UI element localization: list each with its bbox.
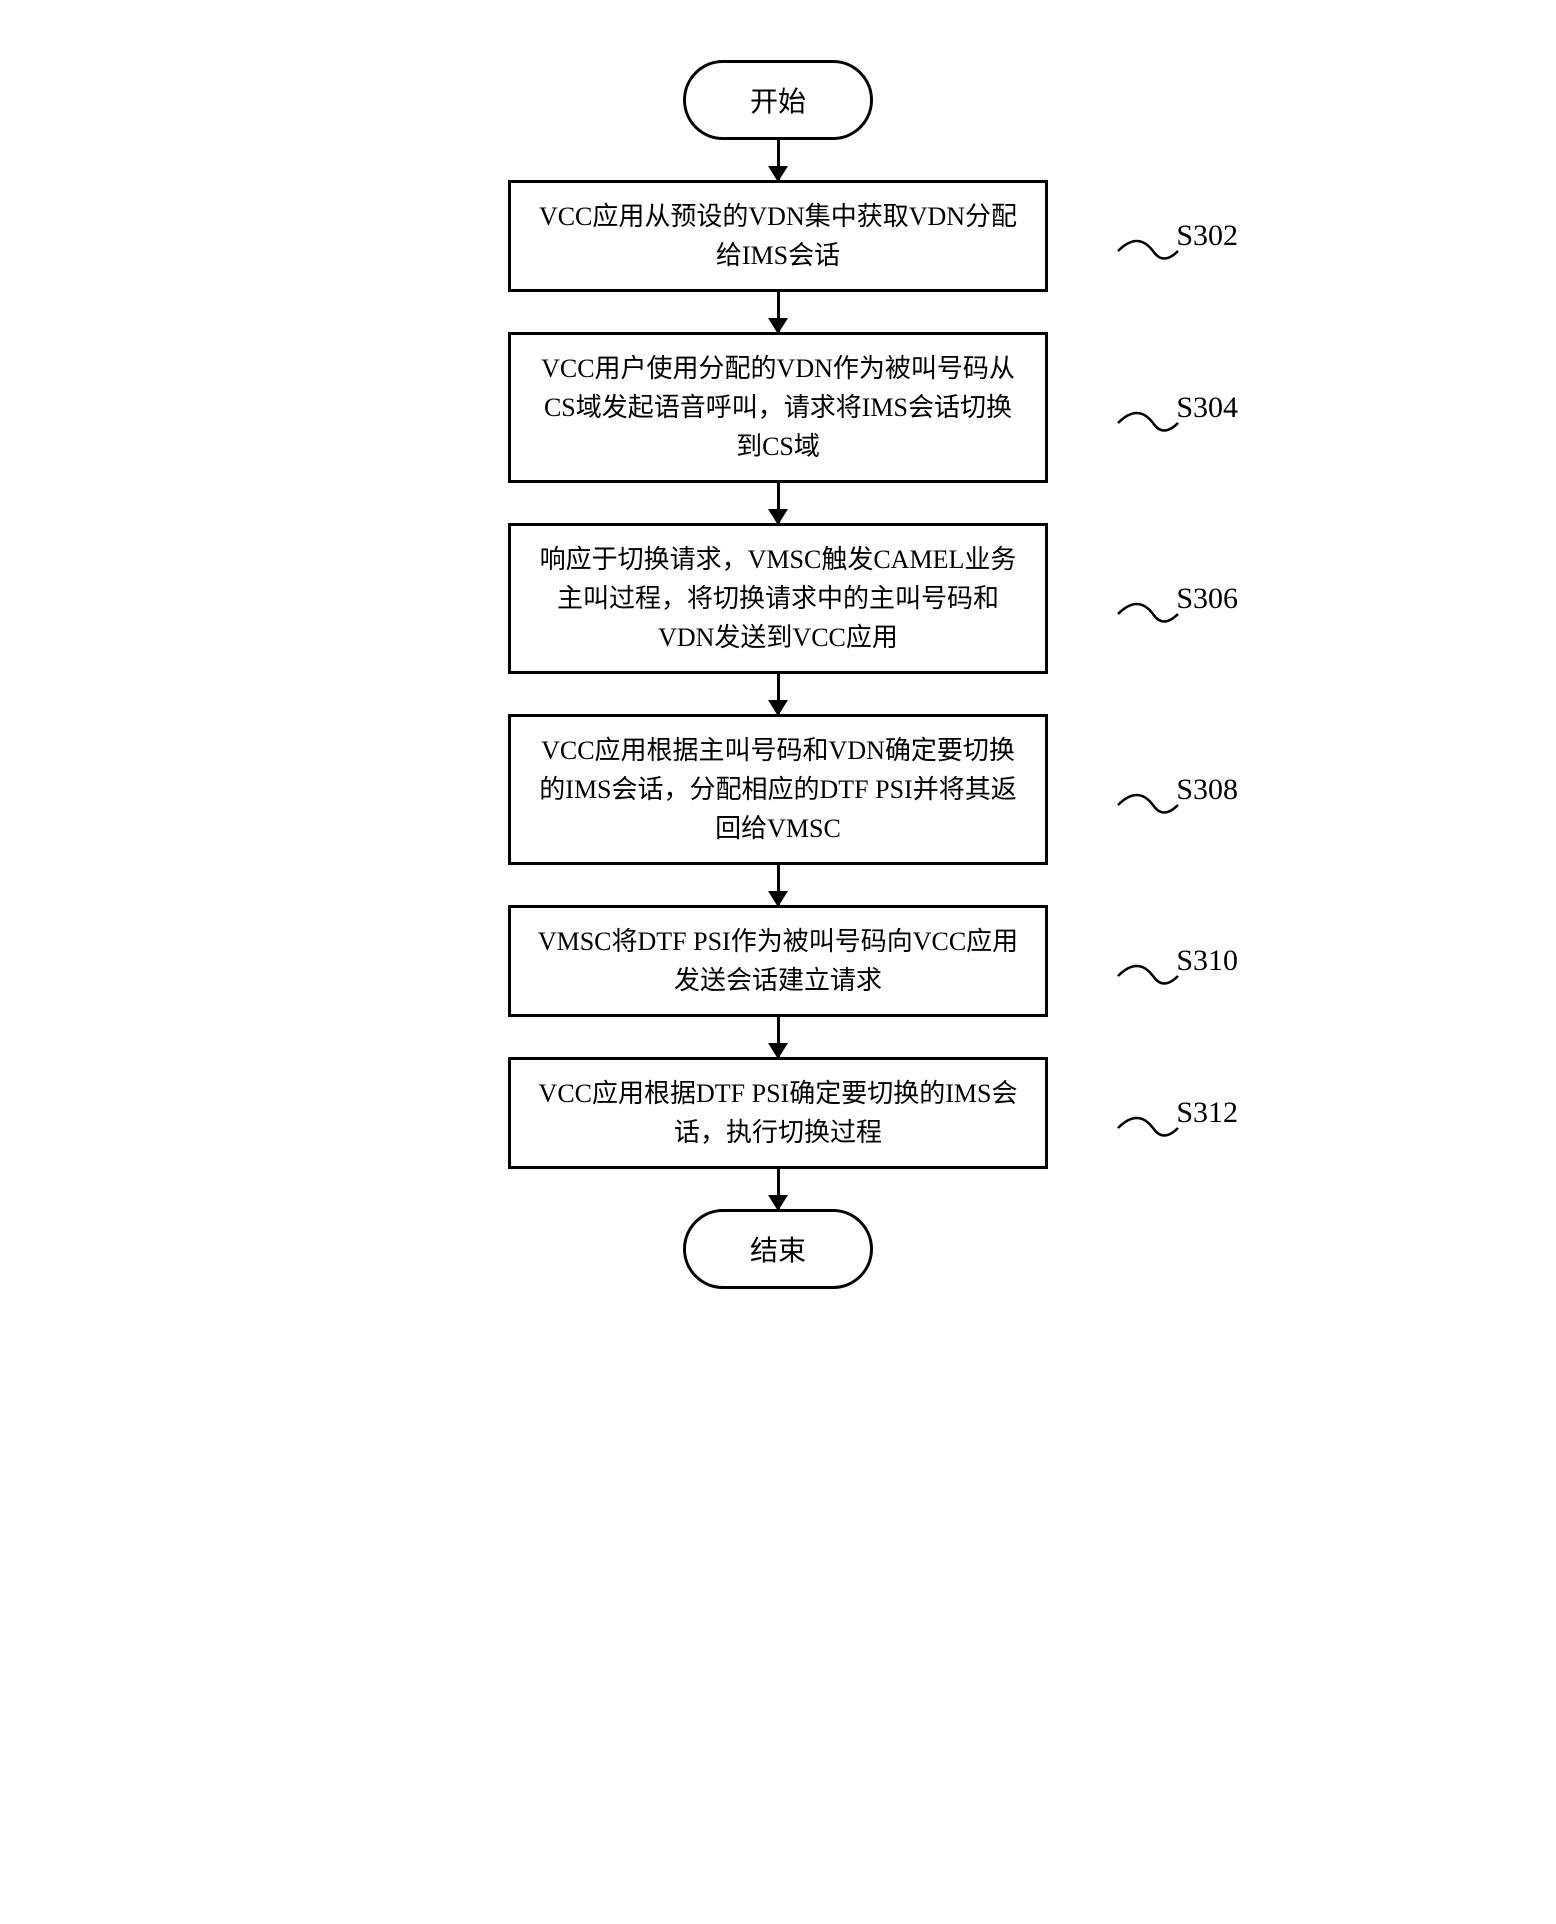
connector-curve	[1118, 236, 1178, 266]
start-terminator: 开始	[683, 60, 873, 140]
connector-curve	[1118, 790, 1178, 820]
connector-curve	[1118, 961, 1178, 991]
process-box: VCC应用根据DTF PSI确定要切换的IMS会话，执行切换过程	[508, 1057, 1048, 1169]
process-box: VCC应用从预设的VDN集中获取VDN分配给IMS会话	[508, 180, 1048, 292]
flowchart-container: 开始 VCC应用从预设的VDN集中获取VDN分配给IMS会话S302 VCC用户使…	[428, 60, 1128, 1289]
connector-curve	[1118, 599, 1178, 629]
connector-curve	[1118, 408, 1178, 438]
arrow	[428, 865, 1128, 905]
end-label: 结束	[750, 1229, 806, 1269]
start-label: 开始	[750, 80, 806, 120]
arrow	[428, 1169, 1128, 1209]
step-wrapper: VCC应用根据DTF PSI确定要切换的IMS会话，执行切换过程S312	[428, 1057, 1128, 1169]
process-box: VMSC将DTF PSI作为被叫号码向VCC应用发送会话建立请求	[508, 905, 1048, 1017]
step-label: S306	[1176, 582, 1238, 616]
arrow	[428, 1017, 1128, 1057]
arrow	[428, 140, 1128, 180]
process-box: VCC应用根据主叫号码和VDN确定要切换的IMS会话，分配相应的DTF PSI并…	[508, 714, 1048, 865]
end-terminator: 结束	[683, 1209, 873, 1289]
step-wrapper: VMSC将DTF PSI作为被叫号码向VCC应用发送会话建立请求S310	[428, 905, 1128, 1017]
step-label: S312	[1176, 1096, 1238, 1130]
arrow	[428, 292, 1128, 332]
arrow	[428, 674, 1128, 714]
step-label: S310	[1176, 944, 1238, 978]
process-box: VCC用户使用分配的VDN作为被叫号码从CS域发起语音呼叫，请求将IMS会话切换…	[508, 332, 1048, 483]
step-wrapper: VCC应用根据主叫号码和VDN确定要切换的IMS会话，分配相应的DTF PSI并…	[428, 714, 1128, 865]
step-label: S304	[1176, 391, 1238, 425]
step-wrapper: VCC应用从预设的VDN集中获取VDN分配给IMS会话S302	[428, 180, 1128, 292]
step-label: S302	[1176, 219, 1238, 253]
step-wrapper: VCC用户使用分配的VDN作为被叫号码从CS域发起语音呼叫，请求将IMS会话切换…	[428, 332, 1128, 483]
step-label: S308	[1176, 773, 1238, 807]
connector-curve	[1118, 1113, 1178, 1143]
step-wrapper: 响应于切换请求，VMSC触发CAMEL业务主叫过程，将切换请求中的主叫号码和VD…	[428, 523, 1128, 674]
arrow	[428, 483, 1128, 523]
process-box: 响应于切换请求，VMSC触发CAMEL业务主叫过程，将切换请求中的主叫号码和VD…	[508, 523, 1048, 674]
